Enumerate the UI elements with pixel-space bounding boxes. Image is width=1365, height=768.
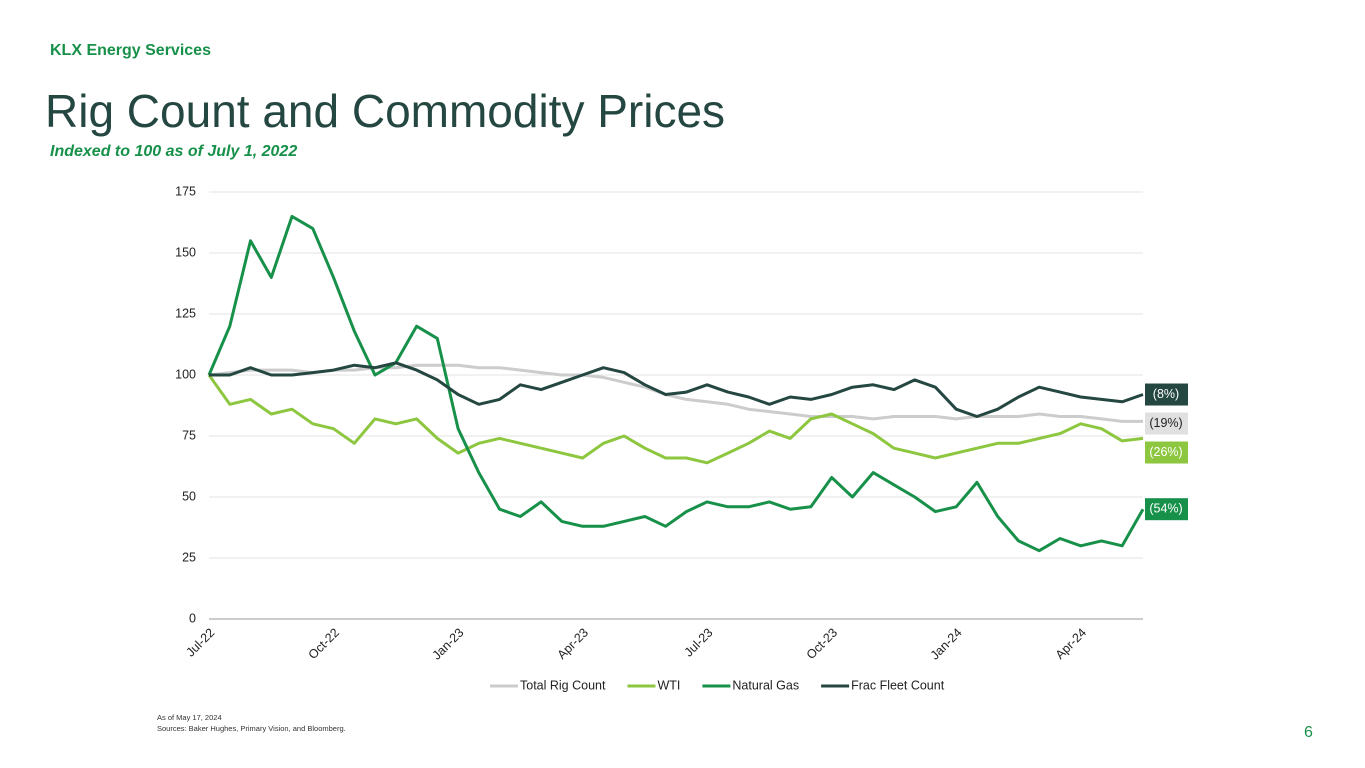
end-label: (26%) [1149,445,1182,459]
legend-label: Total Rig Count [520,678,606,692]
y-tick-label: 25 [182,550,196,564]
y-tick-label: 75 [182,428,196,442]
end-label: (19%) [1149,416,1182,430]
company-name: KLX Energy Services [50,42,211,59]
x-tick-label: Jul-22 [183,626,217,660]
y-tick-label: 150 [175,245,196,259]
legend: Total Rig Count WTI Natural Gas Frac Fleet … [490,678,945,692]
data-line [208,363,1143,423]
y-tick-label: 175 [175,184,196,198]
x-tick-label: Jan-23 [430,626,467,663]
footnotes: As of May 17, 2024 Sources: Baker Hughes… [157,712,346,734]
legend-label: WTI [657,678,680,692]
end-label-box [1145,441,1188,464]
slide-title: Rig Count and Commodity Prices [45,85,726,137]
end-label-box [1145,383,1188,406]
footnote: Sources: Baker Hughes, Primary Vision, a… [157,724,346,733]
x-tick-label: Apr-24 [1053,626,1089,662]
footnote: As of May 17, 2024 [157,713,222,722]
y-tick-label: 100 [175,367,196,381]
x-tick-label: Jul-23 [682,626,716,660]
end-label: (54%) [1149,501,1182,515]
page-number: 6 [1304,724,1313,741]
x-tick-label: Apr-23 [555,626,591,662]
end-label-box [1145,412,1188,435]
x-tick-label: Oct-23 [804,626,840,662]
data-line [209,361,1144,418]
end-label-box [1145,498,1188,521]
end-label: (8%) [1153,387,1179,401]
y-tick-label: 0 [189,611,196,625]
data-line [207,214,1145,553]
slide-subtitle: Indexed to 100 as of July 1, 2022 [50,143,298,160]
x-tick-label: Oct-22 [306,626,342,662]
y-tick-label: 50 [182,489,196,503]
y-tick-label: 125 [175,306,196,320]
x-tick-label: Jan-24 [928,626,965,663]
legend-label: Natural Gas [732,678,799,692]
data-line [207,374,1144,465]
legend-label: Frac Fleet Count [851,678,945,692]
